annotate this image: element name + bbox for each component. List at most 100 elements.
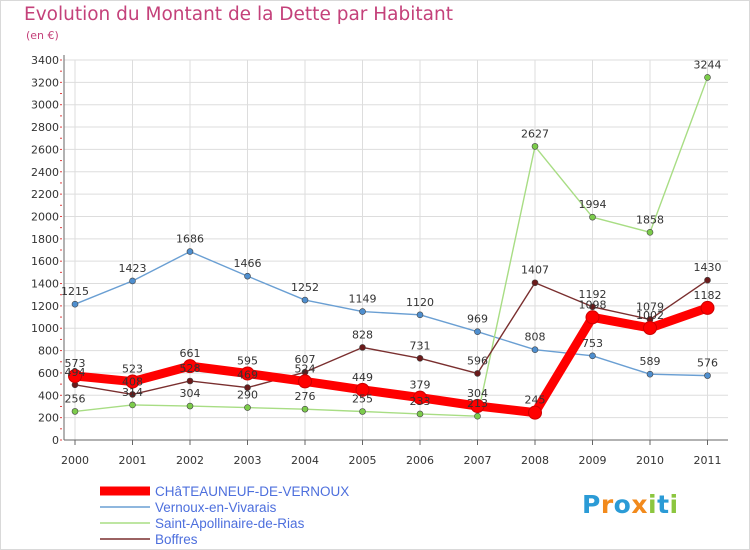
legend-label-boffres: Boffres — [155, 531, 198, 547]
y-tick-label: 400 — [38, 389, 59, 402]
legend-swatch-boffres — [100, 538, 150, 540]
y-tick-label: 2800 — [31, 121, 59, 134]
data-point-saint-apollinaire-de-rias — [646, 229, 654, 236]
data-label-boffres: 731 — [410, 339, 431, 352]
y-tick-label: 1000 — [31, 322, 59, 335]
data-point-vernoux-en-vivarais — [704, 372, 711, 379]
y-tick-label: 2400 — [31, 166, 59, 179]
y-tick-label: 3200 — [31, 76, 59, 89]
data-label-ch-teauneuf-de-vernoux: 1182 — [694, 289, 722, 302]
legend-label-chateauneuf: CHâTEAUNEUF-DE-VERNOUX — [155, 483, 350, 499]
data-label-vernoux-en-vivarais: 589 — [640, 355, 661, 368]
legend-label-saint-apollinaire: Saint-Apollinaire-de-Rias — [155, 515, 305, 531]
x-tick-label: 2005 — [349, 454, 377, 467]
x-tick-label: 2007 — [464, 454, 492, 467]
x-tick-label: 2009 — [579, 454, 607, 467]
data-point-vernoux-en-vivarais — [646, 370, 654, 378]
y-tick-label: 1200 — [31, 300, 59, 313]
x-tick-label: 2004 — [291, 454, 319, 467]
data-label-saint-apollinaire-de-rias: 290 — [237, 389, 258, 402]
data-label-saint-apollinaire-de-rias: 314 — [122, 386, 143, 399]
data-label-boffres: 1079 — [636, 300, 664, 313]
data-point-ch-teauneuf-de-vernoux — [298, 374, 312, 389]
data-label-layer: 1215 1423 1686 1466 1252 1149 1120 969 808 753 589… — [61, 58, 722, 410]
data-label-saint-apollinaire-de-rias: 1994 — [579, 198, 607, 211]
y-tick-label: 800 — [38, 345, 59, 358]
legend-label-vernoux: Vernoux-en-Vivarais — [155, 499, 277, 515]
data-label-saint-apollinaire-de-rias: 304 — [180, 387, 201, 400]
data-label-saint-apollinaire-de-rias: 2627 — [521, 127, 549, 140]
data-label-vernoux-en-vivarais: 969 — [467, 313, 488, 326]
x-tick-label: 2003 — [234, 454, 262, 467]
axis-layer: 0 200 400 600 800 1000 1200 1400 1600 1800 2000 220… — [31, 54, 728, 467]
data-label-vernoux-en-vivarais: 808 — [525, 331, 546, 344]
legend-item-boffres: Boffres — [100, 531, 349, 547]
data-point-boffres — [704, 276, 711, 284]
legend-item-vernoux: Vernoux-en-Vivarais — [100, 499, 349, 515]
data-label-boffres: 607 — [295, 353, 316, 366]
y-tick-label: 0 — [52, 434, 59, 447]
data-point-ch-teauneuf-de-vernoux — [413, 390, 427, 405]
data-label-boffres: 494 — [65, 366, 86, 379]
series-line-saint-apollinaire-de-rias — [74, 76, 709, 417]
data-label-ch-teauneuf-de-vernoux: 524 — [295, 362, 316, 375]
data-label-vernoux-en-vivarais: 1120 — [406, 296, 434, 309]
data-point-ch-teauneuf-de-vernoux — [643, 321, 657, 336]
data-point-vernoux-en-vivarais — [71, 300, 79, 308]
data-point-ch-teauneuf-de-vernoux — [585, 310, 600, 325]
y-tick-label: 600 — [38, 367, 59, 380]
y-tick-label: 1800 — [31, 233, 59, 246]
data-point-saint-apollinaire-de-rias — [129, 401, 136, 409]
data-label-vernoux-en-vivarais: 1149 — [349, 293, 377, 306]
data-point-boffres — [186, 377, 194, 385]
data-label-boffres: 828 — [352, 328, 373, 341]
series-line-ch-teauneuf-de-vernoux — [70, 303, 712, 418]
y-tick-label: 2000 — [31, 210, 59, 223]
logo-letter: i — [648, 490, 658, 519]
logo-letter: P — [582, 490, 601, 519]
data-label-vernoux-en-vivarais: 1252 — [291, 281, 319, 294]
data-point-saint-apollinaire-de-rias — [531, 143, 539, 150]
data-point-ch-teauneuf-de-vernoux — [240, 366, 255, 381]
data-label-saint-apollinaire-de-rias: 256 — [65, 392, 86, 405]
data-point-ch-teauneuf-de-vernoux — [528, 405, 542, 420]
data-point-vernoux-en-vivarais — [301, 296, 309, 304]
data-label-vernoux-en-vivarais: 1686 — [176, 233, 204, 246]
logo-letter: t — [657, 490, 670, 519]
series-line-vernoux-en-vivarais — [74, 250, 709, 377]
data-label-saint-apollinaire-de-rias: 1858 — [636, 213, 664, 226]
data-label-saint-apollinaire-de-rias: 213 — [467, 397, 488, 410]
data-point-saint-apollinaire-de-rias — [416, 410, 424, 418]
data-label-boffres: 1192 — [579, 288, 607, 301]
y-tick-label: 3400 — [31, 54, 59, 67]
grid-layer — [64, 59, 728, 441]
data-label-vernoux-en-vivarais: 753 — [582, 337, 603, 350]
data-label-ch-teauneuf-de-vernoux: 661 — [180, 347, 201, 360]
data-label-ch-teauneuf-de-vernoux: 304 — [467, 387, 488, 400]
y-tick-label: 2600 — [31, 143, 59, 156]
data-label-saint-apollinaire-de-rias: 255 — [352, 393, 373, 406]
data-label-vernoux-en-vivarais: 1423 — [119, 262, 147, 275]
data-label-ch-teauneuf-de-vernoux: 1098 — [579, 298, 607, 311]
legend-item-saint-apollinaire: Saint-Apollinaire-de-Rias — [100, 515, 349, 531]
logo-letter: r — [600, 490, 614, 519]
chart-subtitle: (en €) — [26, 29, 59, 42]
data-point-boffres — [589, 303, 596, 311]
data-label-saint-apollinaire-de-rias: 3244 — [694, 58, 722, 71]
data-label-boffres: 1407 — [521, 264, 549, 277]
data-label-ch-teauneuf-de-vernoux: 449 — [352, 371, 373, 384]
data-point-vernoux-en-vivarais — [244, 272, 251, 280]
data-point-vernoux-en-vivarais — [186, 248, 194, 255]
data-point-saint-apollinaire-de-rias — [589, 213, 596, 221]
data-point-boffres — [129, 391, 136, 398]
legend-swatch-saint-apollinaire — [100, 522, 150, 524]
series-layer — [68, 74, 715, 420]
x-tick-label: 2006 — [406, 454, 434, 467]
data-label-vernoux-en-vivarais: 1466 — [234, 257, 262, 270]
logo-letter: o — [613, 490, 632, 519]
data-point-vernoux-en-vivarais — [359, 308, 366, 315]
data-point-ch-teauneuf-de-vernoux — [700, 300, 715, 315]
legend-item-chateauneuf: CHâTEAUNEUF-DE-VERNOUX — [100, 483, 349, 499]
data-label-boffres: 528 — [180, 362, 201, 375]
